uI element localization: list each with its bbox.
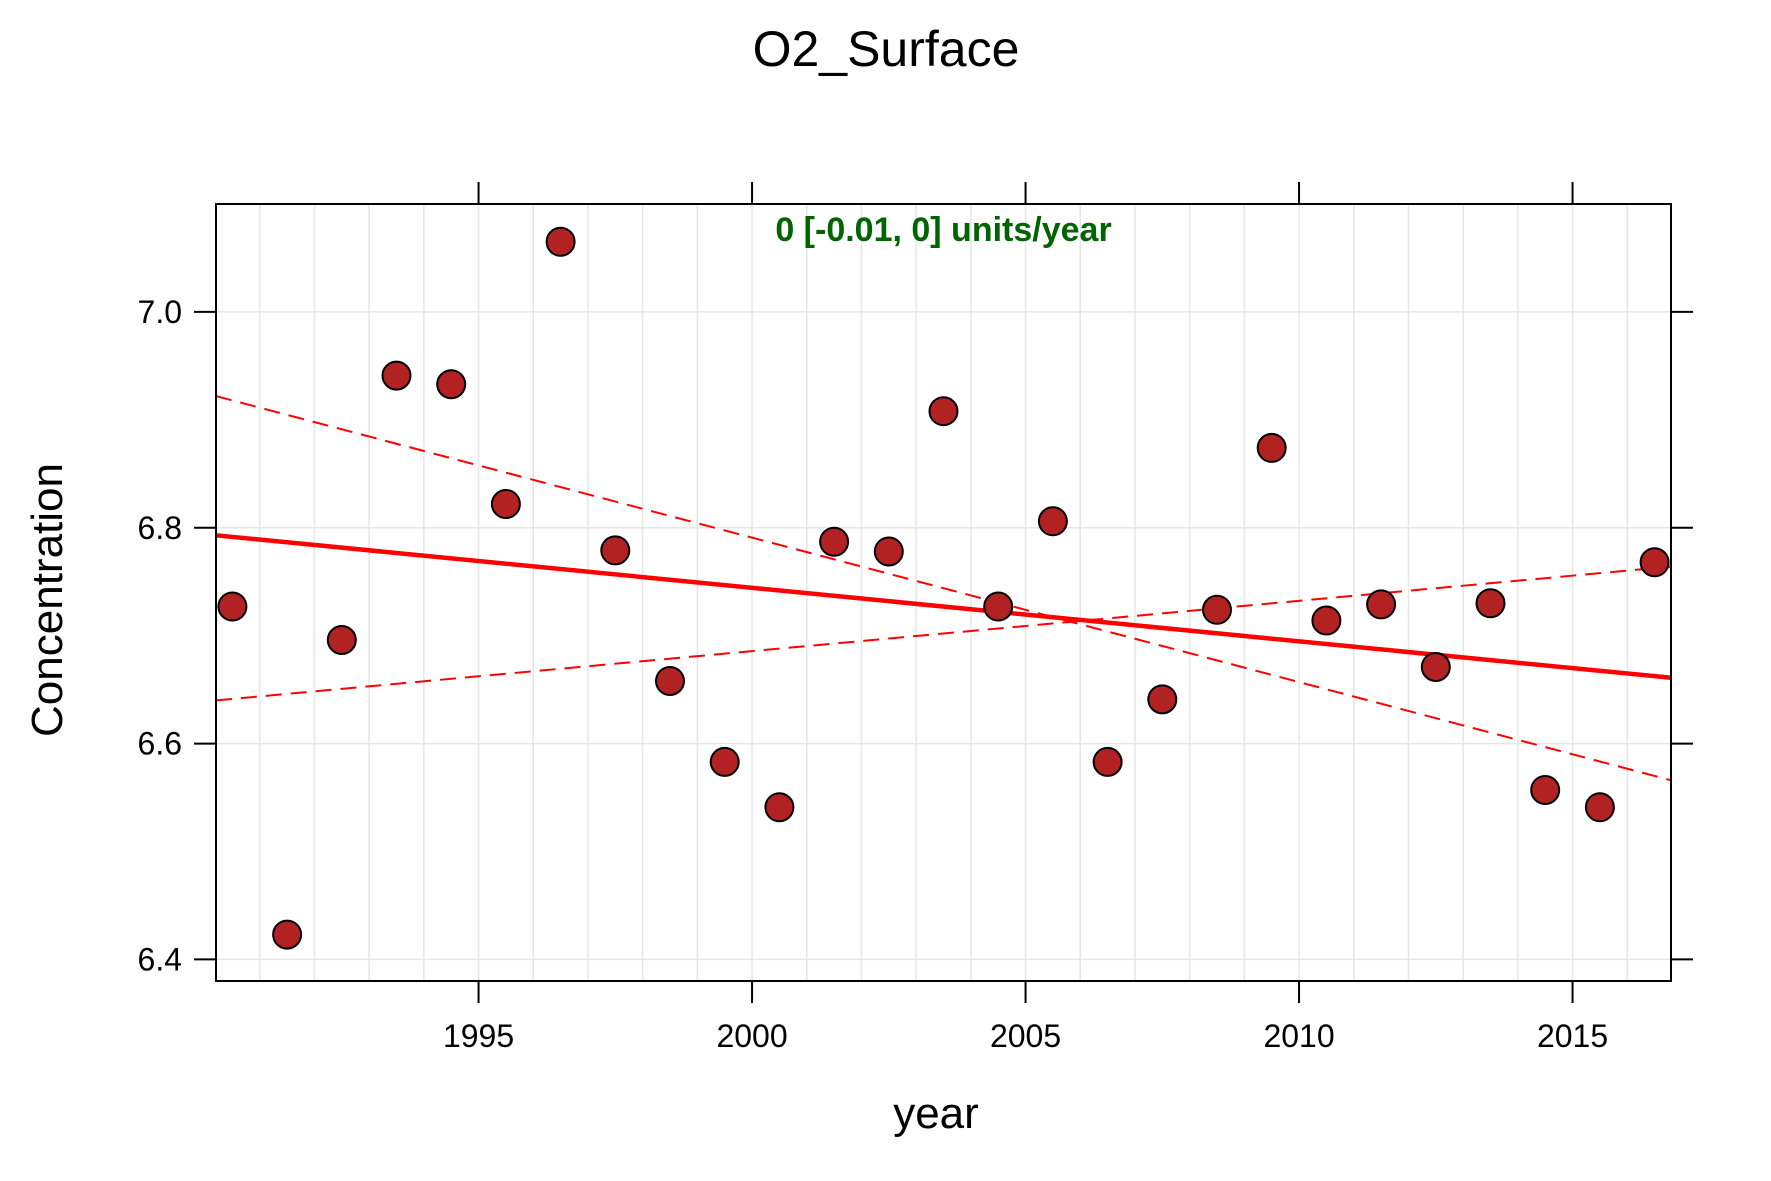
data-point [600,535,631,566]
data-point [655,665,686,696]
x-tick-label: 1995 [443,1018,514,1054]
data-point [1092,746,1123,777]
grid [216,204,1671,981]
data-point [436,369,467,400]
x-tick-label: 2000 [716,1018,787,1054]
data-point [326,624,357,655]
data-point [217,591,248,622]
data-point [928,396,959,427]
data-point [1584,792,1615,823]
y-tick-label: 7.0 [138,294,182,330]
plot-frame [215,203,1672,982]
data-points [217,226,1670,950]
trend-ci-lower [215,395,1672,782]
data-point [1201,594,1232,625]
data-point [1147,684,1178,715]
data-point [873,536,904,567]
data-point [381,360,412,391]
data-point [1256,432,1287,463]
data-point [819,526,850,557]
data-point [1037,506,1068,537]
y-tick-label: 6.4 [138,941,182,977]
tick-labels: 1995 2000 2005 2010 2015 6.4 6.6 6.8 7.0 [138,294,1609,1054]
data-point [983,591,1014,622]
data-point [1366,589,1397,620]
trend-lines [215,395,1672,782]
y-tick-label: 6.6 [138,726,182,762]
y-tick-label: 6.8 [138,510,182,546]
data-point [1311,605,1342,636]
trend-ci-upper [215,565,1672,702]
data-point [1420,651,1451,682]
data-point [272,919,303,950]
data-point [490,489,521,520]
axis-ticks [194,182,1693,1003]
trend-annotation: 0 [-0.01, 0] units/year [775,211,1111,249]
x-tick-label: 2005 [990,1018,1061,1054]
y-axis-title: Concentration [23,463,72,737]
data-point [545,226,576,257]
trend-line [215,533,1672,680]
x-tick-label: 2010 [1263,1018,1334,1054]
chart-title: O2_Surface [753,21,1020,77]
x-axis-title: year [893,1089,979,1138]
data-point [709,746,740,777]
data-point [764,792,795,823]
x-tick-label: 2015 [1537,1018,1608,1054]
data-point [1530,774,1561,805]
data-point [1475,588,1506,619]
data-point [1639,547,1670,578]
